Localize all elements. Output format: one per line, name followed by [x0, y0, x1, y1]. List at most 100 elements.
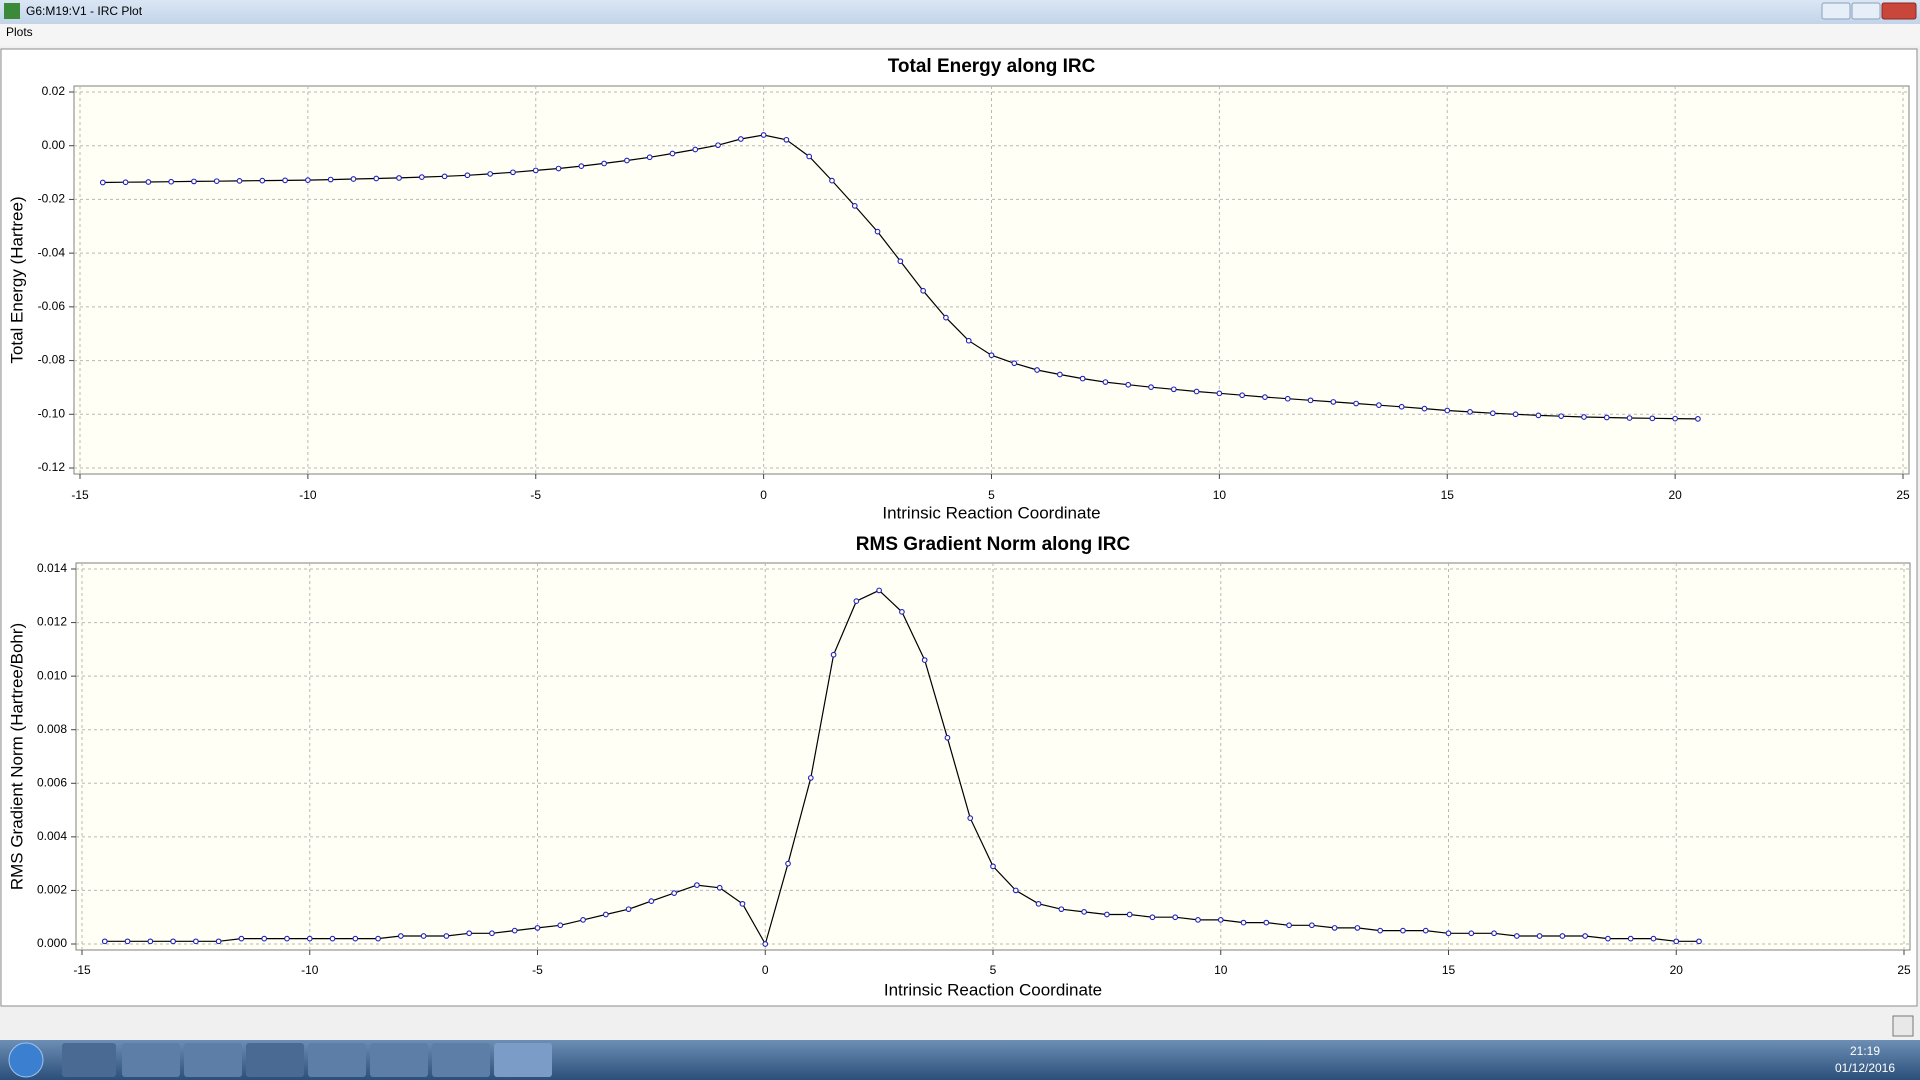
data-point — [284, 935, 290, 942]
data-point — [1467, 409, 1473, 415]
data-point — [625, 906, 632, 913]
data-point — [1263, 919, 1270, 926]
data-point — [555, 165, 562, 172]
data-point — [899, 609, 905, 615]
x-tick-label: 10 — [1213, 488, 1227, 502]
data-point — [350, 176, 357, 182]
data-point — [1172, 914, 1179, 921]
data-point — [464, 172, 471, 179]
y-tick-label: -0.06 — [38, 299, 66, 313]
taskbar-app[interactable] — [432, 1043, 490, 1077]
help-button[interactable] — [1892, 1015, 1914, 1037]
taskbar-app[interactable] — [246, 1043, 304, 1077]
taskbar-app[interactable] — [370, 1043, 428, 1077]
data-point — [1193, 388, 1200, 395]
data-point — [1603, 414, 1610, 421]
data-point — [534, 925, 541, 931]
data-point — [375, 935, 381, 942]
data-point — [988, 352, 995, 359]
data-point — [441, 173, 448, 180]
taskbar-app[interactable] — [308, 1043, 366, 1077]
data-point — [261, 935, 268, 942]
data-point — [1240, 919, 1247, 926]
y-tick-label: 0.006 — [37, 775, 67, 789]
data-point — [329, 935, 336, 942]
data-point — [851, 203, 858, 209]
taskbar-app[interactable] — [122, 1043, 180, 1077]
data-point — [853, 598, 860, 604]
data-point — [1605, 935, 1611, 942]
x-tick-label: 0 — [760, 488, 767, 502]
y-axis-label: Total Energy (Hartree) — [7, 196, 26, 363]
start-button[interactable] — [8, 1042, 44, 1078]
y-tick-label: -0.10 — [38, 406, 66, 420]
data-point — [396, 175, 402, 181]
x-tick-label: 0 — [762, 963, 769, 977]
x-axis-label: Intrinsic Reaction Coordinate — [882, 503, 1100, 522]
taskbar-app[interactable] — [62, 1043, 116, 1077]
data-point — [1081, 909, 1087, 915]
data-point — [191, 178, 197, 185]
x-tick-label: -15 — [73, 963, 91, 977]
data-point — [1376, 402, 1382, 409]
data-point — [943, 314, 949, 321]
data-point — [510, 169, 516, 176]
data-point — [874, 228, 881, 235]
y-tick-label: 0.008 — [37, 722, 67, 736]
restore-button[interactable] — [1851, 2, 1881, 20]
data-point — [1489, 410, 1496, 417]
y-tick-label: -0.04 — [38, 245, 66, 259]
close-button[interactable] — [1881, 2, 1917, 20]
data-point — [1216, 390, 1223, 397]
taskbar-app[interactable] — [494, 1043, 552, 1077]
data-point — [282, 177, 288, 184]
y-tick-label: 0.004 — [37, 829, 67, 843]
app-icon — [4, 3, 20, 19]
x-tick-label: 15 — [1442, 963, 1456, 977]
x-tick-label: -10 — [299, 488, 317, 502]
data-point — [327, 176, 334, 183]
data-point — [1102, 379, 1109, 385]
data-point — [829, 177, 835, 184]
data-point — [1400, 927, 1406, 934]
x-tick-label: 5 — [988, 488, 995, 502]
y-tick-label: 0.000 — [37, 936, 67, 950]
data-point — [1057, 371, 1063, 378]
data-point — [1513, 933, 1520, 939]
data-point — [1377, 927, 1384, 934]
data-point — [1673, 938, 1680, 945]
y-tick-label: 0.010 — [37, 668, 67, 682]
data-point — [213, 178, 220, 185]
minimize-button[interactable] — [1821, 2, 1851, 20]
data-point — [511, 927, 518, 934]
data-point — [762, 941, 769, 947]
data-point — [806, 153, 813, 160]
data-point — [170, 938, 176, 945]
data-point — [398, 933, 404, 939]
data-point — [1559, 933, 1566, 939]
data-point — [1627, 935, 1634, 942]
data-point — [739, 900, 746, 907]
data-point — [1307, 397, 1314, 404]
y-tick-label: -0.12 — [38, 460, 66, 474]
x-tick-label: 15 — [1441, 488, 1455, 502]
data-point — [920, 287, 926, 294]
data-point — [352, 935, 359, 942]
menu-item[interactable]: Plots — [6, 25, 33, 39]
data-point — [489, 930, 495, 937]
data-point — [420, 933, 427, 939]
data-point — [648, 898, 655, 904]
data-point — [1284, 395, 1291, 402]
data-point — [1126, 911, 1133, 918]
taskbar-app[interactable] — [184, 1043, 242, 1077]
chart-title: Total Energy along IRC — [888, 56, 1096, 77]
x-tick-label: -15 — [71, 488, 89, 502]
data-point — [1035, 900, 1042, 907]
title-bar — [0, 0, 1920, 24]
data-point — [236, 178, 243, 184]
y-tick-label: -0.02 — [38, 192, 66, 206]
data-point — [715, 142, 721, 149]
data-point — [876, 587, 882, 594]
data-point — [965, 337, 972, 344]
